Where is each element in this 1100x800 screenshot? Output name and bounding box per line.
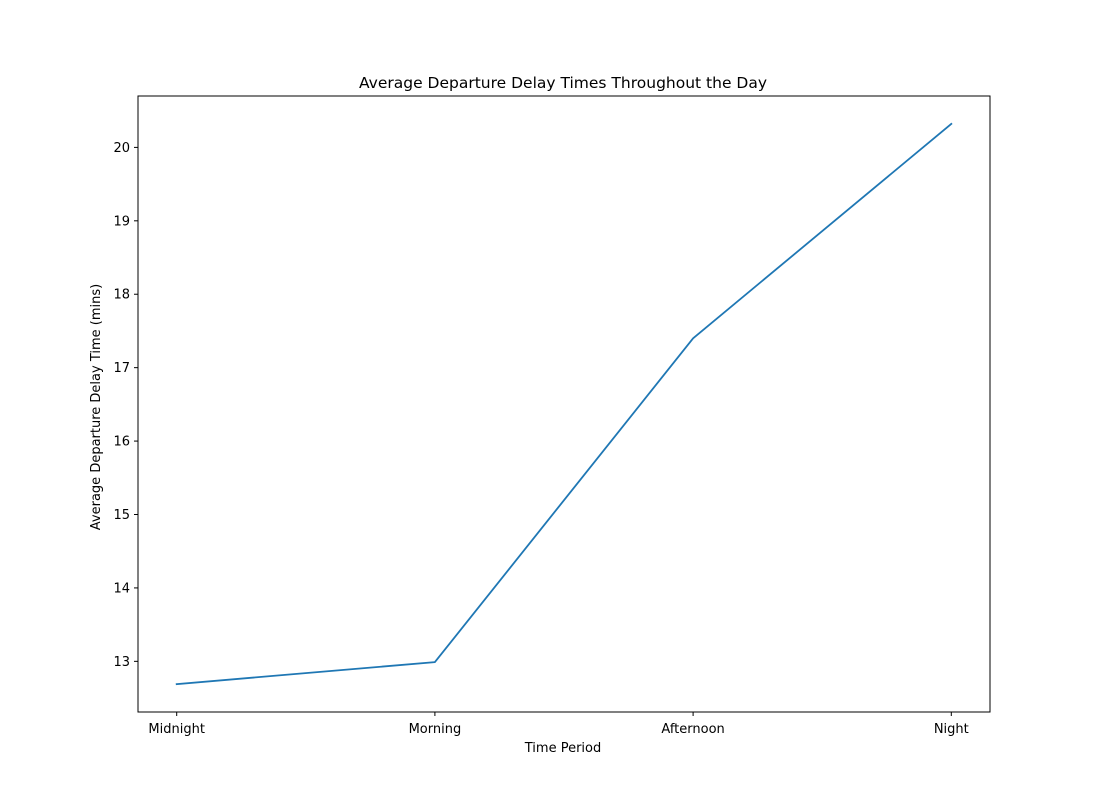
y-tick-label: 17 bbox=[113, 361, 130, 376]
x-axis-label: Time Period bbox=[524, 741, 601, 756]
x-axis-ticks: Midnight Morning Afternoon Night bbox=[148, 712, 969, 737]
y-tick-label: 18 bbox=[113, 288, 130, 303]
y-tick-label: 20 bbox=[113, 141, 130, 156]
y-tick-label: 19 bbox=[113, 214, 130, 229]
y-tick-label: 14 bbox=[113, 581, 130, 596]
plot-frame bbox=[137, 95, 991, 713]
y-axis-ticks: 13 14 15 16 17 18 19 20 bbox=[113, 141, 138, 670]
x-tick-label: Morning bbox=[409, 722, 462, 737]
y-axis-label: Average Departure Delay Time (mins) bbox=[89, 284, 104, 530]
y-tick-label: 13 bbox=[113, 655, 130, 670]
y-tick-label: 15 bbox=[113, 508, 130, 523]
x-tick-label: Afternoon bbox=[661, 722, 724, 737]
y-tick-label: 16 bbox=[113, 435, 130, 450]
series-layer bbox=[175, 122, 953, 686]
x-tick-label: Night bbox=[934, 722, 969, 737]
series-line bbox=[175, 122, 953, 686]
chart-title: Average Departure Delay Times Throughout… bbox=[359, 74, 767, 92]
x-tick-label: Midnight bbox=[148, 722, 205, 737]
